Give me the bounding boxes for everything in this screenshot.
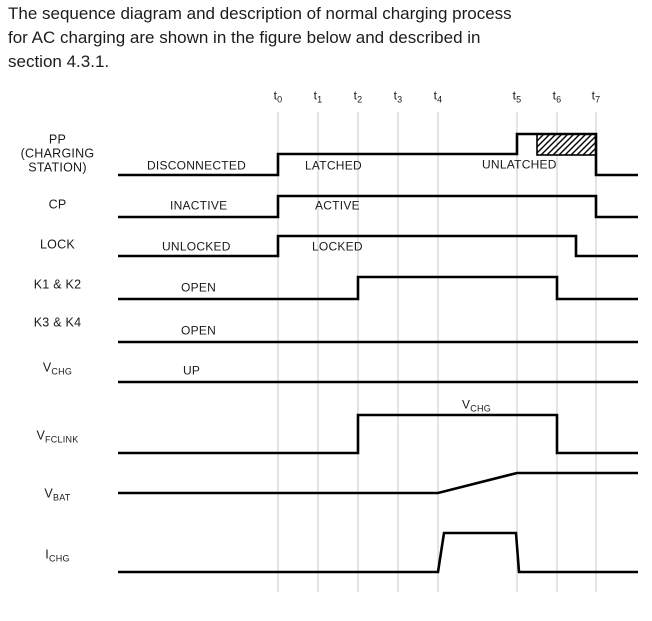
state-label-v-chg-0: UP	[183, 363, 200, 377]
row-label-lock: LOCK	[40, 238, 75, 252]
signal-waveform-v-bat	[118, 471, 638, 495]
time-label-t0: t0	[274, 88, 283, 104]
row-label-pp-line0: PP	[49, 133, 66, 147]
row-label-i-chg: ICHG	[45, 548, 69, 564]
time-label-t3: t3	[394, 88, 403, 104]
state-label-k1-k2-0: OPEN	[181, 280, 216, 294]
row-label-v-chg: VCHG	[43, 361, 72, 377]
time-label-t1: t1	[314, 88, 323, 104]
row-label-pp-line1: (CHARGING	[21, 147, 95, 161]
row-label-v-bat: VBAT	[44, 487, 70, 503]
state-label-pp-0: DISCONNECTED	[147, 158, 246, 172]
row-label-v-fclink: VFCLINK	[36, 429, 78, 445]
row-label-k1-k2: K1 & K2	[34, 278, 82, 292]
signal-waveform-lock	[118, 234, 638, 258]
time-label-t2: t2	[354, 88, 363, 104]
signal-waveform-i-chg	[118, 531, 638, 574]
state-label-k3-k4-0: OPEN	[181, 323, 216, 337]
time-label-t7: t7	[592, 88, 601, 104]
signal-waveform-v-fclink	[118, 413, 638, 455]
time-label-t4: t4	[434, 88, 443, 104]
state-label-lock-1: LOCKED	[312, 239, 363, 253]
state-label-cp-0: INACTIVE	[170, 198, 227, 212]
intro-text: The sequence diagram and description of …	[8, 4, 512, 71]
state-label-v-fclink-0: VCHG	[462, 397, 491, 413]
state-label-lock-0: UNLOCKED	[162, 239, 231, 253]
time-label-t6: t6	[553, 88, 562, 104]
signal-waveform-k1-k2	[118, 275, 638, 301]
hatched-uncertainty-box-pp	[536, 133, 597, 156]
state-label-pp-1: LATCHED	[305, 158, 362, 172]
state-label-cp-1: ACTIVE	[315, 198, 360, 212]
state-label-pp-2: UNLATCHED	[482, 157, 557, 171]
row-label-cp: CP	[49, 198, 67, 212]
row-label-k3-k4: K3 & K4	[34, 316, 82, 330]
row-label-pp-line2: STATION)	[28, 161, 86, 175]
time-label-t5: t5	[513, 88, 522, 104]
signal-waveform-pp	[118, 132, 638, 177]
signal-waveform-cp	[118, 194, 638, 219]
